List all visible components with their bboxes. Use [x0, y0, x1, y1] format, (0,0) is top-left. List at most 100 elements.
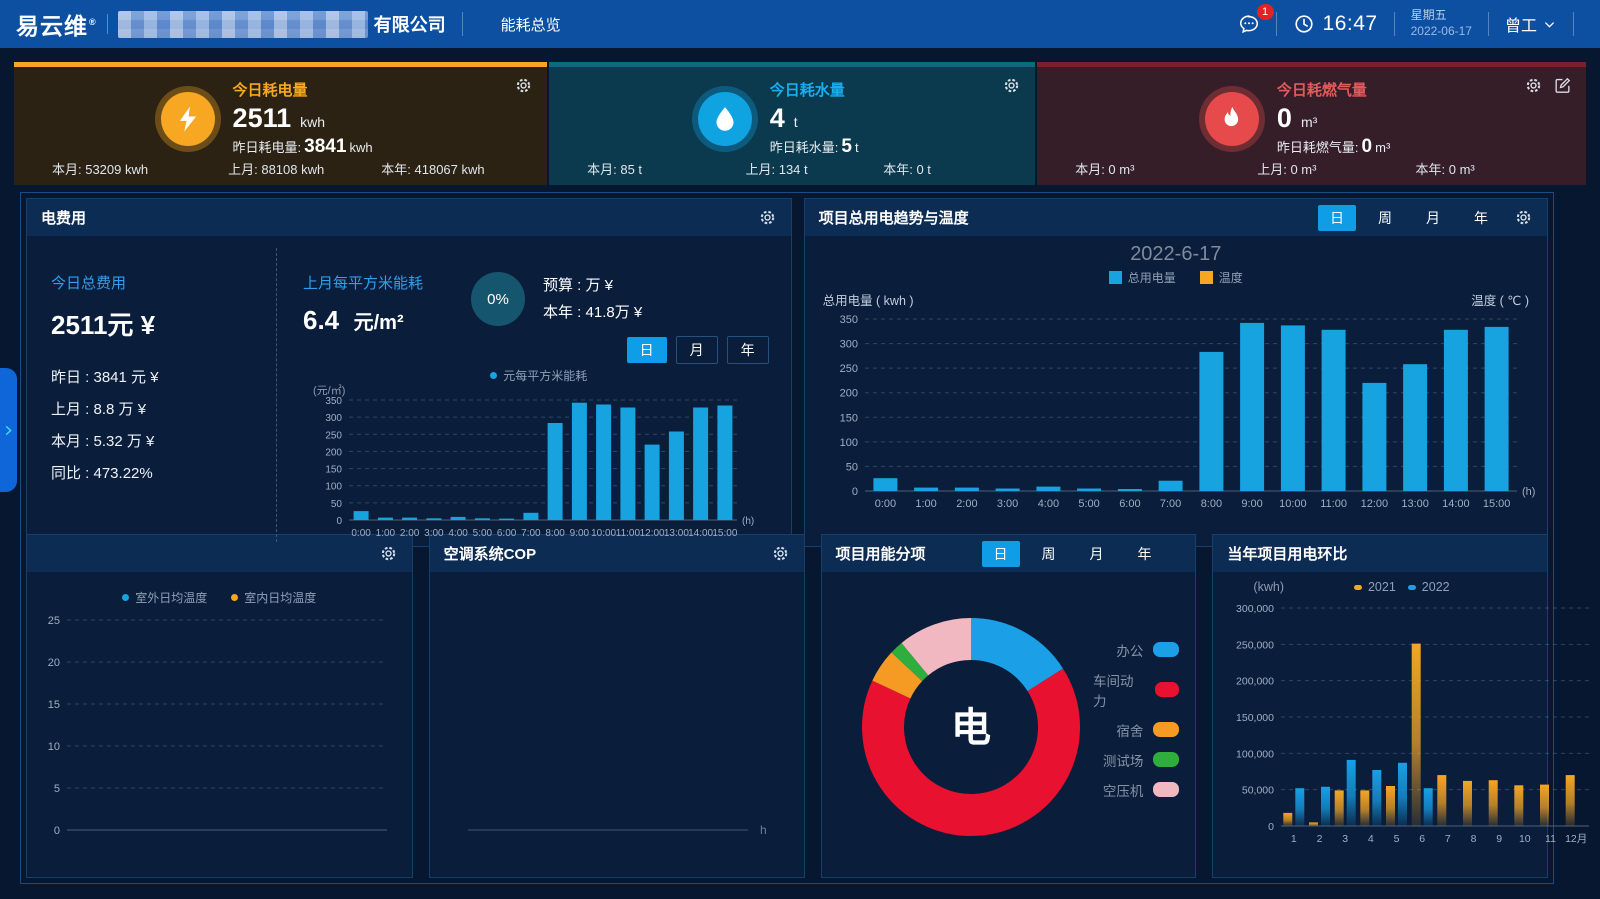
gear-icon[interactable] [771, 544, 790, 563]
gear-icon[interactable] [758, 208, 777, 227]
cost-stats-list: 昨日 : 3841 元 ¥ 上月 : 8.8 万 ¥ 本月 : 5.32 万 ¥… [51, 366, 276, 483]
messages-button[interactable]: 1 [1238, 4, 1274, 35]
legend-swatch [1108, 271, 1122, 284]
svg-text:11:00: 11:00 [616, 528, 641, 539]
cost-period-tabs: 日 月 年 [303, 336, 769, 364]
svg-text:150,000: 150,000 [1236, 712, 1274, 724]
svg-text:250: 250 [325, 430, 342, 441]
tab-week[interactable]: 周 [1041, 545, 1056, 562]
user-menu[interactable]: 曾工 [1505, 12, 1557, 36]
svg-text:7: 7 [1445, 833, 1451, 845]
notification-badge: 1 [1256, 4, 1274, 20]
svg-text:50,000: 50,000 [1242, 785, 1274, 797]
svg-text:14:00: 14:00 [688, 528, 713, 539]
svg-text:3:00: 3:00 [424, 528, 444, 539]
svg-text:200,000: 200,000 [1236, 676, 1274, 688]
cop-chart: h [467, 823, 767, 837]
donut-legend-item[interactable]: 宿舍 [1093, 720, 1180, 740]
svg-text:(h): (h) [742, 516, 754, 527]
current-time: 16:47 [1322, 12, 1378, 35]
legend-label: 办公 [1116, 643, 1144, 659]
svg-text:9:00: 9:00 [1241, 498, 1262, 510]
svg-text:4:00: 4:00 [448, 528, 468, 539]
svg-text:4:00: 4:00 [1037, 498, 1058, 510]
today-cost-label: 今日总费用 [51, 275, 127, 292]
tab-year[interactable]: 年 [726, 336, 769, 364]
temperature-line-chart: 0 5 10 15 20 25 [48, 615, 387, 837]
clock-icon [1293, 13, 1315, 35]
kpi-yesterday: 昨日耗水量: 5 t [769, 136, 859, 157]
svg-text:150: 150 [839, 412, 857, 424]
tab-month[interactable]: 月 [1426, 209, 1440, 226]
panel-title: 当年项目用电环比 [1227, 546, 1348, 563]
tab-day[interactable]: 日 [981, 540, 1020, 567]
svg-text:h: h [760, 823, 767, 837]
navbar: 易云维® 有限公司 能耗总览 1 16:47 星期五 2022-06-17 曾工 [0, 0, 1600, 48]
panel-title: 空调系统COP [443, 546, 537, 563]
gear-icon[interactable] [379, 544, 398, 563]
water-drop-icon [710, 104, 740, 134]
monthly-legend: 2021 2022 [1353, 580, 1450, 594]
legend-swatch [1153, 752, 1180, 767]
donut-legend-item[interactable]: 测试场 [1093, 750, 1180, 770]
donut-legend-item[interactable]: 车间动力 [1093, 670, 1180, 710]
divider [1573, 12, 1574, 36]
donut-legend-item[interactable]: 办公 [1093, 640, 1180, 660]
svg-text:50: 50 [845, 461, 857, 473]
svg-text:7:00: 7:00 [1159, 498, 1180, 510]
svg-text:100,000: 100,000 [1236, 748, 1274, 760]
svg-text:9: 9 [1497, 833, 1503, 845]
svg-text:200: 200 [325, 447, 342, 458]
nav-menu-energy-overview[interactable]: 能耗总览 [500, 16, 561, 34]
trend-chart-legend: 总用电量 温度 [819, 269, 1533, 286]
divider [106, 14, 108, 34]
year-cost-line: 本年 : 41.8万 ¥ [543, 304, 643, 321]
monthly-comparison-chart: 0 50,000 100,000 150,000 200,000 250,000 300,0… [1236, 603, 1590, 845]
kpi-month: 本月: 85 t [587, 162, 643, 177]
sidebar-expand-handle[interactable] [0, 368, 17, 492]
brand-logo: 易云维® [16, 13, 97, 39]
svg-text:8:00: 8:00 [1200, 498, 1221, 510]
svg-text:1:00: 1:00 [376, 528, 396, 539]
kpi-card-electricity: 今日耗电量 2511 kwh 昨日耗电量: 3841 kwh 本月: 53209 kw… [14, 62, 548, 185]
kpi-row: 今日耗电量 2511 kwh 昨日耗电量: 3841 kwh 本月: 53209 kw… [14, 62, 1586, 185]
kpi-footer-stats: 本月: 85 t 上月: 134 t 本年: 0 t [549, 159, 1035, 178]
svg-text:15:00: 15:00 [712, 528, 737, 539]
donut-legend-item[interactable]: 空压机 [1093, 780, 1180, 800]
tab-week[interactable]: 周 [1378, 209, 1392, 226]
kpi-value: 2511 kwh [232, 103, 326, 133]
panel-title: 电费用 [41, 210, 87, 227]
svg-text:200: 200 [839, 388, 857, 400]
kpi-yesterday: 昨日耗电量: 3841 kwh [232, 136, 373, 157]
svg-text:7:00: 7:00 [521, 528, 541, 539]
tab-month[interactable]: 月 [675, 336, 718, 364]
date-label: 2022-06-17 [1410, 24, 1472, 38]
cost-chart-legend: 元每平方米能耗 [303, 367, 775, 384]
svg-text:150: 150 [325, 465, 342, 476]
sqm-label: 上月每平方米能耗 [303, 275, 424, 292]
svg-text:250,000: 250,000 [1236, 639, 1274, 651]
donut-legend: 办公车间动力宿舍测试场空压机 [1093, 640, 1180, 810]
right-axis-label: 温度 ( ℃ ) [1471, 294, 1529, 308]
divider [1393, 12, 1395, 36]
tab-year[interactable]: 年 [1137, 545, 1152, 562]
svg-text:5:00: 5:00 [1078, 498, 1099, 510]
chevron-down-icon [1542, 17, 1557, 32]
svg-text:11: 11 [1545, 833, 1556, 845]
tab-year[interactable]: 年 [1474, 209, 1488, 226]
kpi-yesterday: 昨日耗燃气量: 0 m³ [1276, 136, 1391, 157]
svg-text:1: 1 [1291, 833, 1297, 845]
sqm-value: 6.4 元/m² [303, 305, 404, 335]
gear-icon[interactable] [1514, 208, 1533, 227]
kpi-card-gas: 今日耗燃气量 0 m³ 昨日耗燃气量: 0 m³ 本月: 0 m³ 上月: 0 m³ … [1037, 62, 1586, 185]
dashboard-content: 电费用 今日总费用 2511元 ¥ 昨日 : 3841 元 ¥ 上月 : 8.8… [20, 192, 1590, 884]
company-name-redacted [117, 10, 368, 38]
tab-day[interactable]: 日 [626, 337, 667, 363]
tab-month[interactable]: 月 [1089, 545, 1104, 562]
trend-chart-date-title: 2022-6-17 [1130, 243, 1222, 265]
breakdown-period-tabs: 日 周 月 年 [972, 540, 1164, 567]
chevron-right-icon [2, 424, 15, 437]
svg-text:10: 10 [48, 741, 60, 753]
svg-text:2:00: 2:00 [400, 528, 420, 539]
tab-day[interactable]: 日 [1318, 204, 1356, 231]
